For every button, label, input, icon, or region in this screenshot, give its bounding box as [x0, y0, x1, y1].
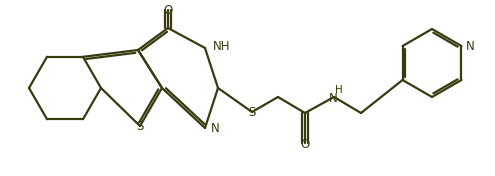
Text: N: N: [465, 39, 474, 52]
Text: H: H: [335, 85, 343, 95]
Text: NH: NH: [213, 39, 231, 52]
Text: S: S: [136, 120, 144, 133]
Text: N: N: [211, 122, 220, 136]
Text: O: O: [300, 139, 310, 152]
Text: N: N: [329, 92, 338, 105]
Text: S: S: [248, 105, 256, 118]
Text: O: O: [163, 4, 173, 17]
